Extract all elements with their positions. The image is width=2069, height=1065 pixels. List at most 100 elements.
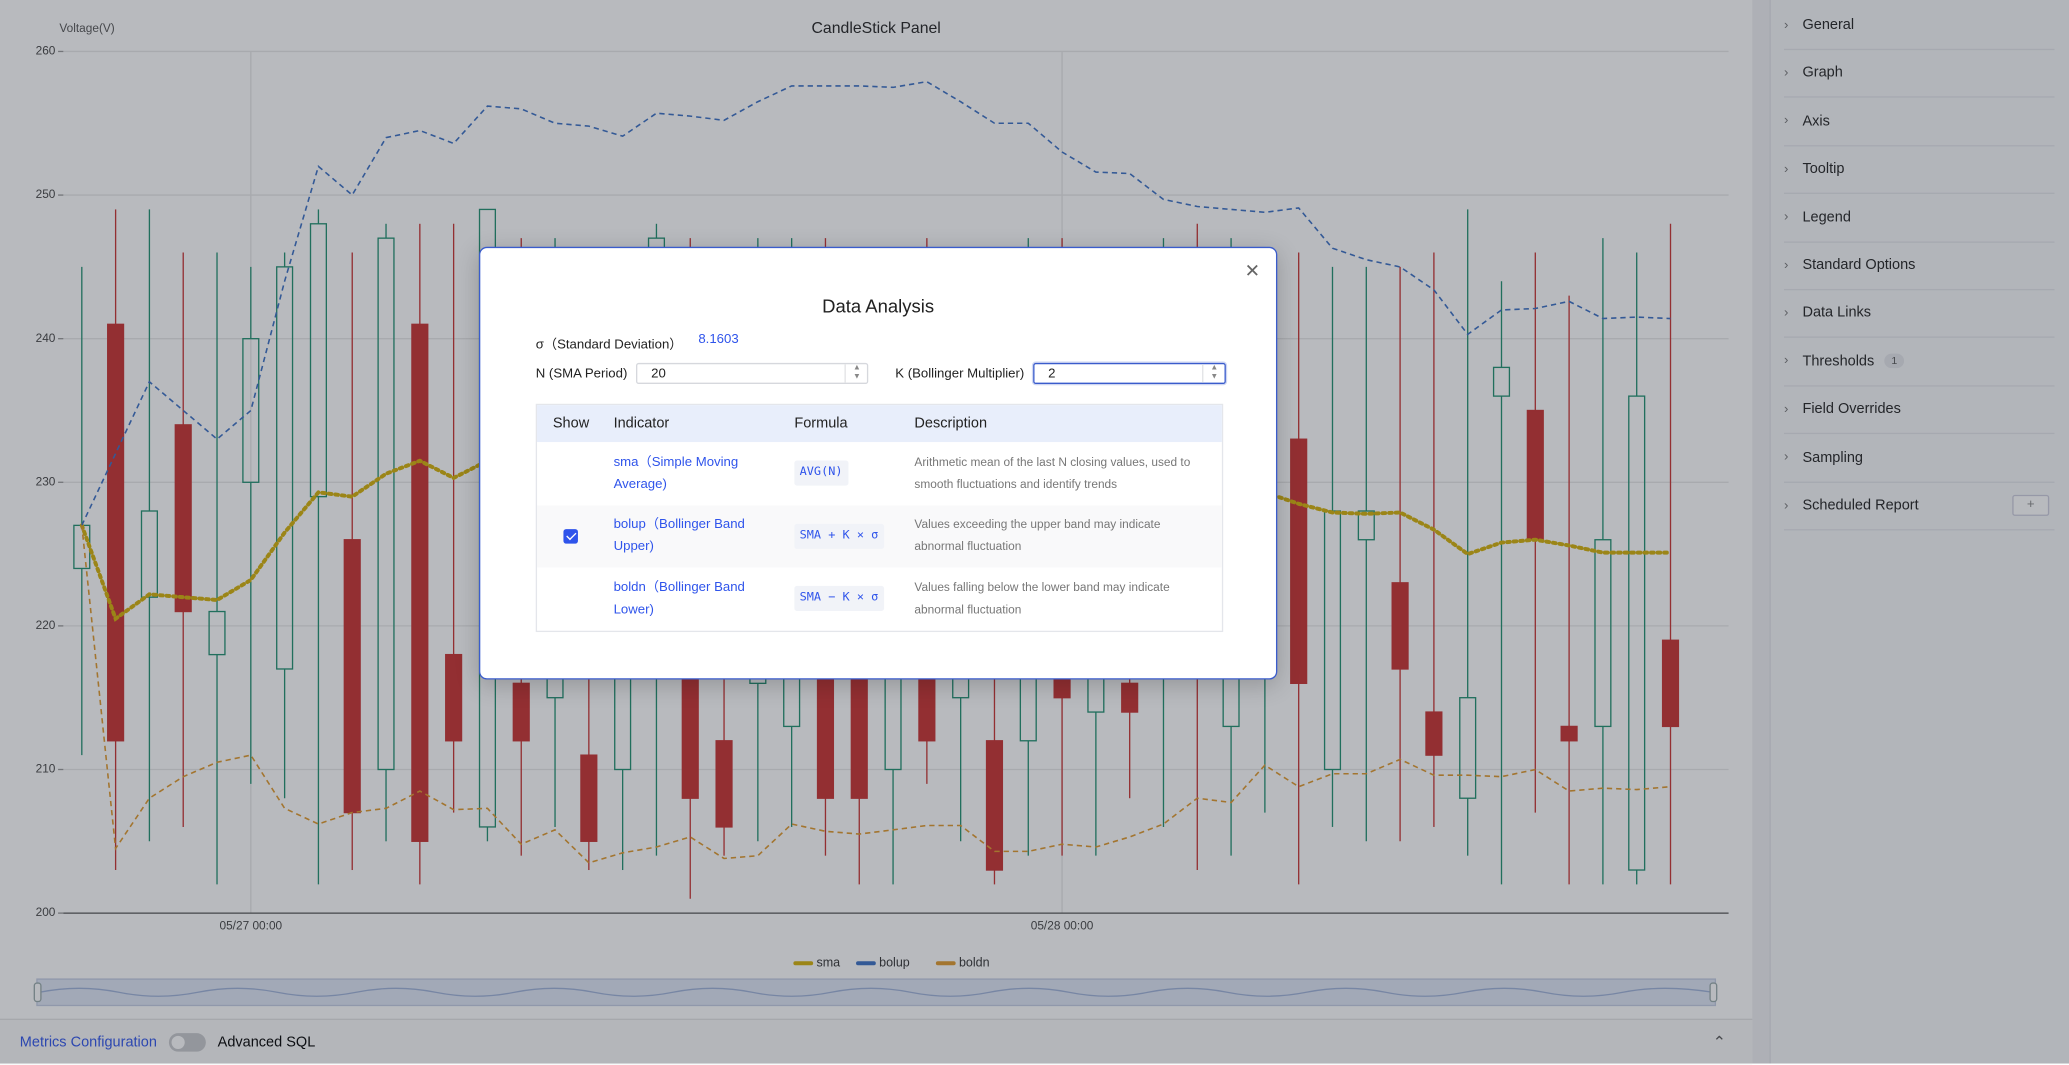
sidebar-item[interactable]: › Data Links	[1783, 289, 2055, 339]
sidebar-item[interactable]: › General	[1783, 1, 2055, 51]
sidebar-item[interactable]: › Standard Options	[1783, 241, 2055, 291]
data-analysis-modal: ✕ Data Analysis σ（Standard Deviation） 8.…	[478, 246, 1278, 680]
advanced-sql-label: Advanced SQL	[217, 1034, 316, 1051]
y-tick-label: 240	[36, 331, 56, 345]
y-tick-label: 200	[36, 905, 56, 919]
k-input[interactable]: 2 ▲ ▼	[1033, 362, 1227, 384]
footer-bar: Metrics Configuration Advanced SQL ⌃	[0, 1018, 1753, 1065]
description-cell: Values falling below the lower band may …	[904, 567, 1222, 630]
candle-body	[411, 323, 429, 842]
indicator-name: bolup（Bollinger Band Upper)	[613, 517, 745, 555]
candle-body	[1425, 711, 1443, 756]
chevron: ›	[1783, 17, 1789, 33]
legend-label[interactable]: sma	[816, 956, 840, 970]
show-cell	[537, 442, 603, 505]
modal-title: Data Analysis	[822, 295, 935, 317]
n-label: N (SMA Period)	[535, 366, 628, 381]
zoom-slider[interactable]	[33, 978, 1718, 1007]
table-body: sma（Simple Moving Average) AVG(N) Arithmet…	[537, 442, 1222, 630]
chevron: ›	[1783, 354, 1789, 369]
description-text: Values falling below the lower band may …	[914, 580, 1170, 616]
candle-body	[1492, 366, 1511, 397]
sql-toggle[interactable]	[168, 1033, 206, 1052]
n-input[interactable]: 20 ▲ ▼	[636, 362, 869, 384]
show-checkbox[interactable]	[562, 528, 578, 544]
slider-handle[interactable]	[33, 982, 42, 1003]
sigma-value: 8.1603	[698, 332, 739, 348]
chevron: ›	[1783, 113, 1789, 129]
indicator-cell: sma（Simple Moving Average)	[603, 442, 784, 505]
spinner[interactable]: ▲ ▼	[1202, 364, 1224, 383]
options-sidebar: › General › Graph › Axis › Tooltip › Legend › Stand…	[1769, 0, 2069, 1064]
description-text: Values exceeding the upper band may indi…	[914, 517, 1161, 554]
formula-code: SMA − K × σ	[794, 586, 884, 612]
table-row: bolup（Bollinger Band Upper) SMA + K × σ Va…	[537, 504, 1222, 568]
sidebar-item-label: Field Overrides	[1802, 401, 1901, 418]
candle-body	[1391, 582, 1409, 670]
sidebar-item[interactable]: › Scheduled Report +	[1783, 482, 2055, 531]
series-line	[81, 80, 1671, 526]
description-text: Arithmetic mean of the last N closing va…	[914, 454, 1191, 491]
sidebar-item[interactable]: › Field Overrides	[1783, 386, 2055, 435]
slider-wave	[39, 987, 1713, 997]
legend-label[interactable]: boldn	[959, 956, 990, 970]
add-button[interactable]: +	[2012, 494, 2050, 516]
y-tick-label: 260	[36, 44, 56, 58]
candle-body	[377, 237, 395, 771]
x-tick-label: 05/27 00:00	[219, 918, 282, 932]
candle-body	[1357, 510, 1375, 541]
header-cell: Description	[914, 414, 988, 431]
candle-body	[580, 754, 598, 842]
header-cell: Show	[552, 414, 590, 431]
y-tick-label: 250	[36, 187, 56, 201]
sidebar-item-label: Graph	[1802, 65, 1843, 82]
metrics-config-link[interactable]: Metrics Configuration	[19, 1034, 157, 1051]
spinner[interactable]: ▲ ▼	[845, 364, 867, 383]
collapse-button[interactable]: ⌃	[1712, 1033, 1726, 1052]
candle-body	[715, 740, 733, 828]
chevron: ›	[1783, 305, 1789, 321]
formula-code: AVG(N)	[794, 460, 848, 486]
sidebar-item-label: Legend	[1802, 209, 1851, 226]
candle-body	[309, 223, 328, 498]
chevron: ›	[1783, 209, 1789, 225]
chevron: ›	[1783, 161, 1789, 177]
candle-body	[1628, 395, 1646, 871]
sidebar-item-label: Tooltip	[1802, 161, 1845, 178]
header-cell: Formula	[794, 414, 848, 431]
sidebar-item[interactable]: › Axis	[1783, 97, 2055, 147]
candle-body	[512, 682, 530, 742]
sidebar-item[interactable]: › Sampling	[1783, 434, 2055, 483]
sidebar-item[interactable]: › Tooltip	[1783, 145, 2055, 195]
close-button[interactable]: ✕	[1244, 259, 1261, 282]
chevron: ›	[1783, 498, 1789, 513]
show-cell	[537, 567, 603, 630]
sigma-label: σ（Standard Deviation）	[535, 337, 683, 353]
table-row: boldn（Bollinger Band Lower) SMA − K × σ Va…	[537, 567, 1222, 630]
candle-body	[1290, 438, 1308, 684]
candle-body	[1121, 682, 1139, 713]
sidebar-item-label: Data Links	[1802, 305, 1872, 322]
sidebar-item[interactable]: › Legend	[1783, 193, 2055, 243]
sidebar-item-label: General	[1802, 17, 1855, 33]
description-cell: Values exceeding the upper band may indi…	[904, 505, 1222, 568]
candle-body	[242, 338, 260, 483]
indicator-name: boldn（Bollinger Band Lower)	[613, 580, 745, 618]
formula-cell: SMA + K × σ	[784, 505, 904, 568]
description-cell: Arithmetic mean of the last N closing va…	[904, 442, 1222, 505]
legend-label[interactable]: bolup	[879, 956, 910, 970]
legend: sma bolup boldn	[793, 956, 990, 970]
formula-cell: AVG(N)	[784, 442, 904, 505]
candle-body	[208, 610, 226, 656]
chevron: ›	[1783, 402, 1789, 417]
chevron: ›	[1783, 65, 1789, 81]
sidebar-item[interactable]: › Thresholds 1	[1783, 338, 2055, 387]
candle-body	[140, 510, 158, 598]
table-header: Show Indicator Formula Description	[537, 405, 1222, 443]
indicator-cell: bolup（Bollinger Band Upper)	[603, 505, 784, 568]
slider-handle[interactable]	[1709, 982, 1718, 1003]
sigma-row: σ（Standard Deviation） 8.1603	[536, 333, 739, 353]
series-line	[81, 525, 1671, 864]
sidebar-item[interactable]: › Graph	[1783, 49, 2055, 99]
